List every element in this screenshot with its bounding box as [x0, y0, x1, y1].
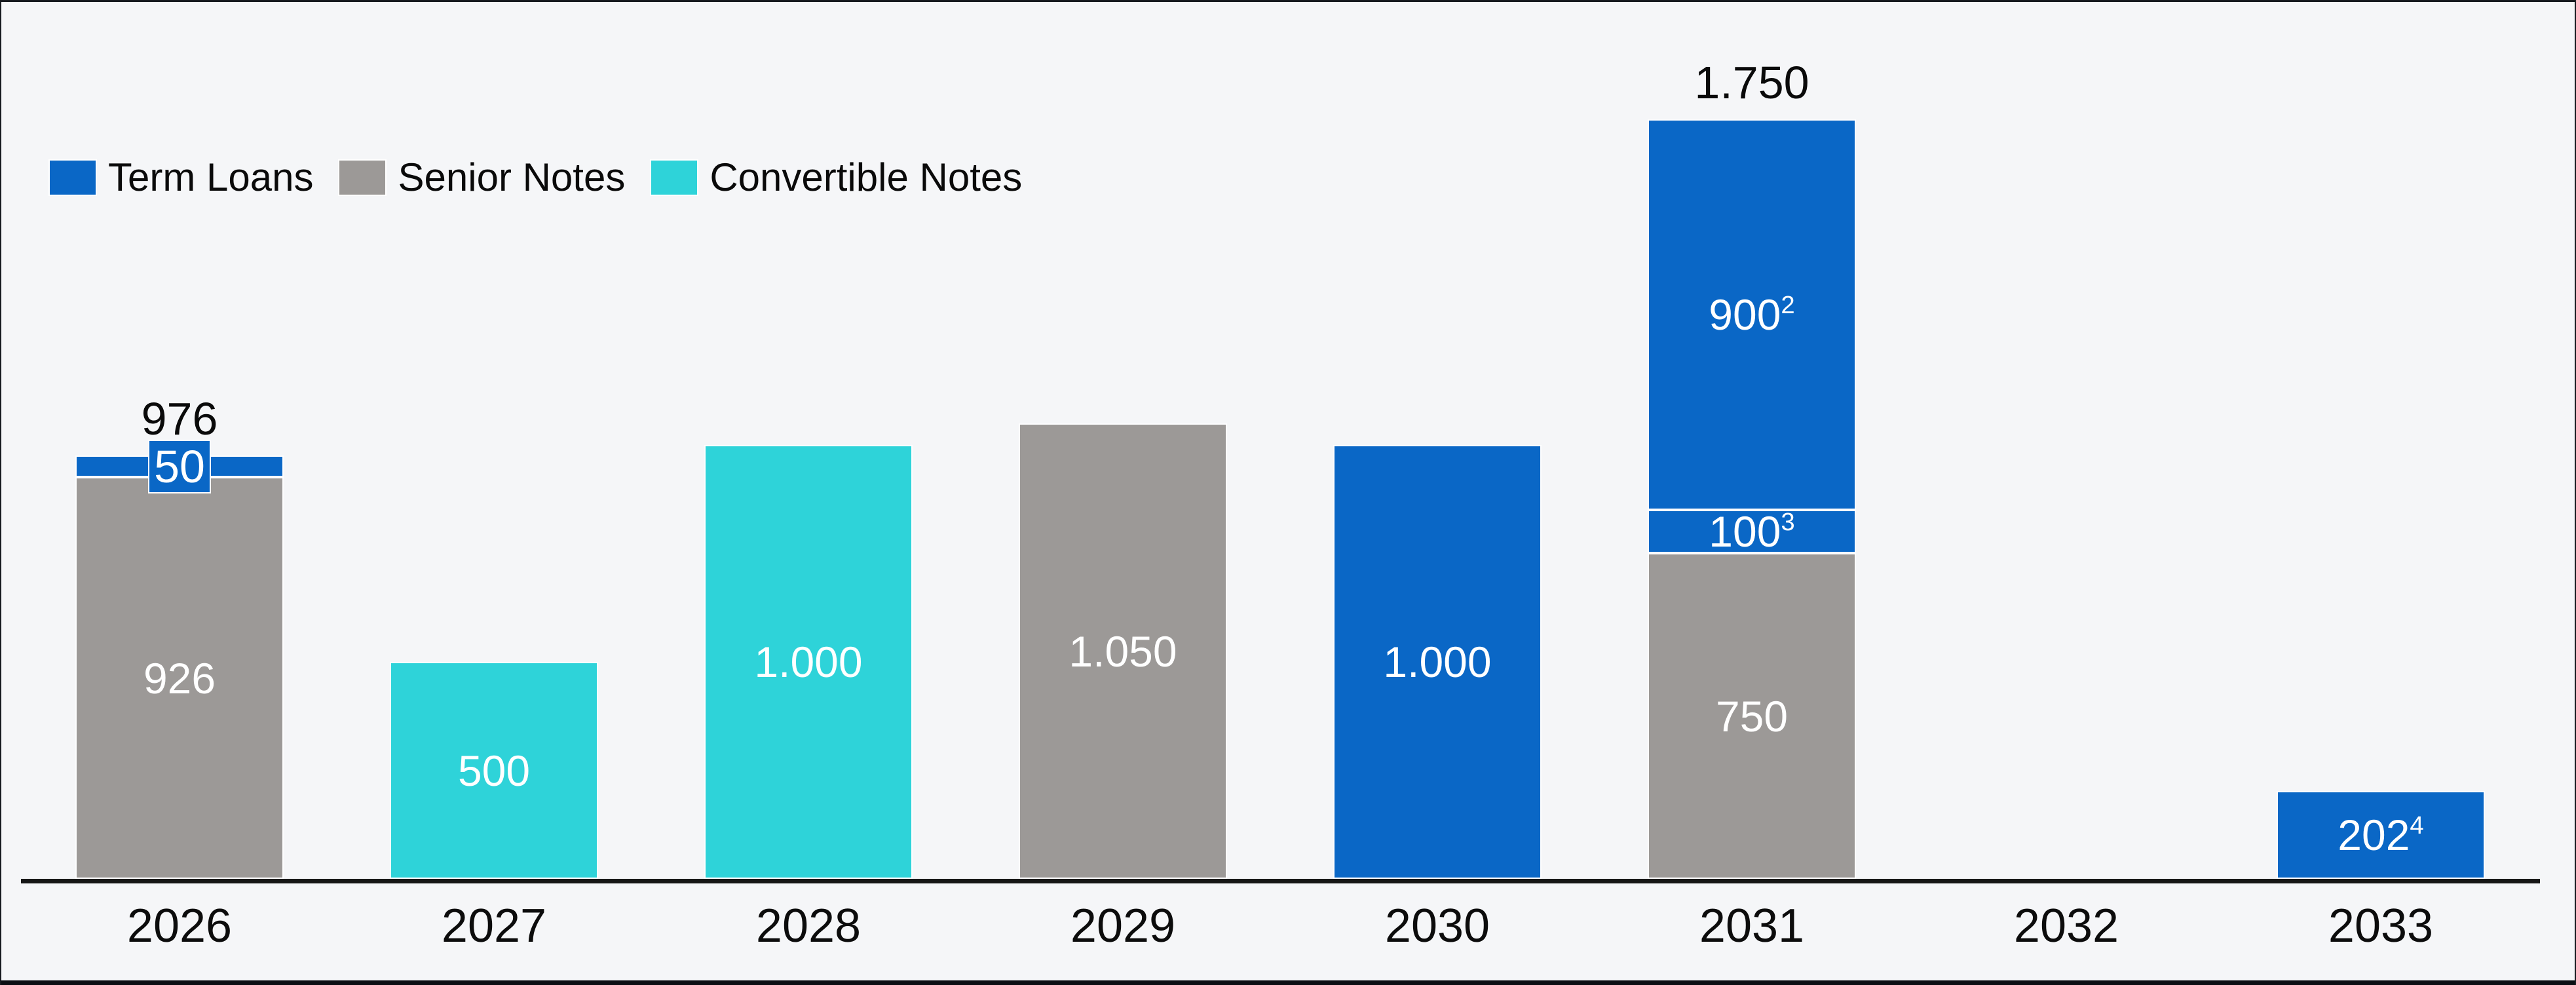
bar-value-label: 2024 — [2338, 811, 2424, 859]
x-axis-label: 2029 — [1070, 900, 1176, 952]
bar-segment-term_loans: 1003 — [1648, 507, 1856, 556]
segment-callout: 50 — [148, 439, 211, 493]
x-axis-label: 2031 — [1699, 900, 1805, 952]
legend-item-senior-notes: Senior Notes — [338, 158, 625, 197]
legend: Term Loans Senior Notes Convertible Note… — [48, 158, 1022, 197]
bar-value-label: 500 — [457, 746, 531, 795]
legend-item-convertible-notes: Convertible Notes — [650, 158, 1022, 197]
bar-value-label: 1.000 — [754, 638, 863, 686]
total-label: 976 — [141, 393, 218, 444]
bar-value-label: 926 — [143, 653, 216, 703]
term-loans-swatch-icon — [48, 159, 97, 196]
bar-value-label: 1.000 — [1383, 638, 1492, 686]
bar-value-label: 1.050 — [1069, 627, 1177, 676]
x-axis-label: 2033 — [2328, 900, 2434, 952]
legend-label: Senior Notes — [398, 155, 626, 199]
bar-segment-convertible_notes: 500 — [390, 662, 598, 879]
legend-label: Convertible Notes — [710, 155, 1023, 199]
x-axis-label: 2026 — [126, 900, 233, 952]
x-axis-label: 2030 — [1384, 900, 1490, 952]
bar-value-label: 1003 — [1709, 507, 1795, 556]
bar-value-label: 9002 — [1709, 290, 1795, 339]
x-axis-label: 2027 — [441, 900, 547, 952]
x-axis-label: 2032 — [2013, 900, 2119, 952]
x-axis-label: 2028 — [755, 900, 862, 952]
legend-label: Term Loans — [108, 155, 314, 199]
bar-value-label: 750 — [1715, 691, 1789, 741]
bar-segment-term_loans: 1.000 — [1333, 445, 1542, 879]
bar-segment-term_loans: 9002 — [1648, 119, 1856, 510]
bottom-band — [1, 980, 2575, 985]
total-label: 1.750 — [1694, 57, 1809, 108]
bar-segment-convertible_notes: 1.000 — [704, 445, 913, 879]
convertible-notes-swatch-icon — [650, 159, 699, 196]
bar-segment-senior_notes: 750 — [1648, 553, 1856, 879]
bar-segment-senior_notes: 926 — [75, 477, 284, 879]
senior-notes-swatch-icon — [338, 159, 387, 196]
x-axis-line — [21, 879, 2540, 883]
bar-segment-senior_notes: 1.050 — [1019, 423, 1227, 879]
legend-item-term-loans: Term Loans — [48, 158, 313, 197]
bar-segment-term_loans: 2024 — [2277, 791, 2485, 879]
